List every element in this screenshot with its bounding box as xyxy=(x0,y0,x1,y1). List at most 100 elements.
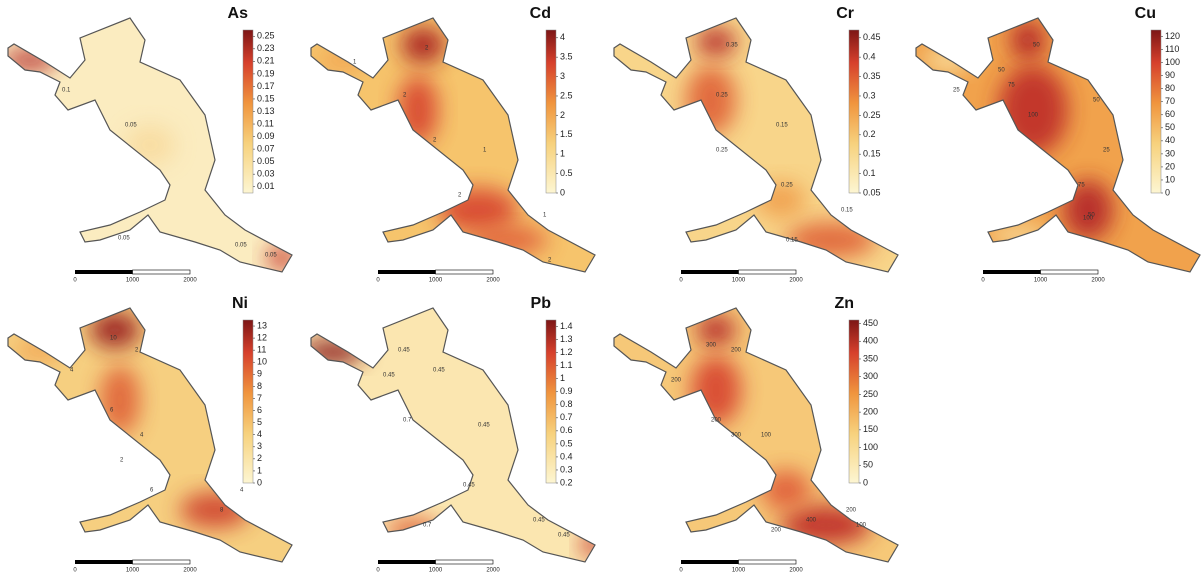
contour-label: 50 xyxy=(1033,43,1040,49)
colorbar-tick-label: 0.7 xyxy=(560,412,573,422)
colorbar-tick-label: 0.2 xyxy=(560,477,573,487)
scale-bar-white xyxy=(435,559,494,565)
colorbar-tick-label: 1 xyxy=(560,149,565,159)
contour-label: 0.7 xyxy=(403,418,412,424)
contour-label: 0.1 xyxy=(62,88,71,94)
colorbar-tick-label: 3 xyxy=(560,71,565,81)
scale-bar-label: 0 xyxy=(73,278,77,284)
colorbar-tick-label: 0.4 xyxy=(863,52,876,62)
colorbar-tick-label: 0.2 xyxy=(863,129,876,139)
colorbar-tick-label: 0.11 xyxy=(257,118,274,128)
colorbar-tick-label: 6 xyxy=(257,405,262,415)
hotspot xyxy=(401,27,445,63)
scale-bar-label: 0 xyxy=(679,278,683,284)
scale-bar-label: 2000 xyxy=(486,278,500,284)
colorbar-tick-label: 300 xyxy=(863,371,878,381)
scale-bar-label: 0 xyxy=(376,568,380,574)
hotspot xyxy=(696,315,736,345)
colorbar-tick-label: 0 xyxy=(560,187,565,197)
contour-label: 100 xyxy=(1028,113,1039,119)
map-outline xyxy=(310,307,596,563)
contour-label: 0.25 xyxy=(716,93,728,99)
contour-label: 0.25 xyxy=(716,148,728,154)
panel-title: Cr xyxy=(836,5,854,22)
scale-bar-white xyxy=(738,269,797,275)
scale-bar-white xyxy=(435,269,494,275)
colorbar-tick-label: 0.25 xyxy=(863,110,881,120)
contour-label: 2 xyxy=(433,138,437,144)
colorbar-tick-label: 30 xyxy=(1165,148,1175,158)
colorbar-tick-label: 0 xyxy=(1165,187,1170,197)
contour-label: 300 xyxy=(706,343,717,349)
contour-label: 200 xyxy=(711,418,722,424)
contour-label: 4 xyxy=(240,488,244,494)
hotspot xyxy=(581,533,595,557)
colorbar-tick-label: 150 xyxy=(863,424,878,434)
map-fill xyxy=(614,308,898,562)
contour-label: 0.05 xyxy=(125,123,137,129)
contour-label: 50 xyxy=(998,68,1005,74)
colorbar-tick-label: 13 xyxy=(257,320,267,330)
map-panel: 0.35 0.25 0.15 0.25 0.25 0.15 0.15 0.05 0.1 0.15 0… xyxy=(613,5,899,284)
map-outline xyxy=(7,307,293,563)
contour-label: 2 xyxy=(120,458,124,464)
hotspot xyxy=(686,65,736,135)
colorbar-tick-label: 0.6 xyxy=(560,425,573,435)
scale-bar-label: 1000 xyxy=(732,278,746,284)
hotspot xyxy=(385,518,441,542)
hotspot xyxy=(100,365,140,435)
scale-bar-white xyxy=(132,269,191,275)
colorbar-tick-label: 110 xyxy=(1165,44,1179,54)
colorbar-tick-label: 0.15 xyxy=(257,93,275,103)
colorbar xyxy=(545,319,557,484)
colorbar-tick-label: 50 xyxy=(1165,122,1175,132)
colorbar-tick-label: 0 xyxy=(257,477,262,487)
colorbar-tick-label: 1.4 xyxy=(560,321,573,331)
contour-label: 6 xyxy=(110,408,114,414)
contour-label: 200 xyxy=(771,528,782,534)
contour-label: 200 xyxy=(671,378,682,384)
colorbar-tick-label: 10 xyxy=(1165,174,1175,184)
colorbar-tick-label: 60 xyxy=(1165,109,1175,119)
scale-bar-label: 0 xyxy=(376,278,380,284)
scale-bar-black xyxy=(983,270,1041,274)
colorbar-tick-label: 2 xyxy=(560,110,565,120)
hotspot xyxy=(90,312,140,348)
hotspot xyxy=(691,355,741,425)
contour-label: 2 xyxy=(458,193,462,199)
map-outline xyxy=(613,17,899,273)
hotspot xyxy=(468,226,548,254)
hotspot xyxy=(1010,20,1046,60)
panel-title: Ni xyxy=(232,295,248,312)
colorbar-tick-label: 4 xyxy=(257,429,262,439)
panel-title: Cd xyxy=(530,5,551,22)
scale-bar-label: 2000 xyxy=(183,568,197,574)
colorbar-tick-label: 4 xyxy=(560,32,565,42)
colorbar-tick-label: 3.5 xyxy=(560,52,573,62)
contour-label: 100 xyxy=(761,433,772,439)
colorbar-tick-label: 1.2 xyxy=(560,347,573,357)
hotspot xyxy=(180,492,250,528)
scale-bar-black xyxy=(681,560,739,564)
colorbar-tick-label: 0.9 xyxy=(560,386,573,396)
colorbar-tick-label: 7 xyxy=(257,393,262,403)
colorbar-tick-label: 0.4 xyxy=(560,451,573,461)
contour-label: 2 xyxy=(135,348,139,354)
hotspot xyxy=(696,28,736,56)
colorbar xyxy=(1150,29,1162,194)
scale-bar-label: 1000 xyxy=(429,278,443,284)
colorbar-tick-label: 0.19 xyxy=(257,68,275,78)
contour-label: 8 xyxy=(220,508,224,514)
colorbar-tick-label: 0.8 xyxy=(560,399,573,409)
colorbar-tick-label: 250 xyxy=(863,389,878,399)
contour-label: 2 xyxy=(548,258,552,264)
colorbar-tick-label: 0.01 xyxy=(257,181,275,191)
colorbar-tick-label: 0.25 xyxy=(257,31,275,41)
hotspot xyxy=(1063,180,1113,240)
colorbar-tick-label: 80 xyxy=(1165,83,1175,93)
map-outline xyxy=(7,17,293,273)
scale-bar-label: 1000 xyxy=(126,568,140,574)
map-panel: 2 1 2 2 1 2 1 2 0 0.5 1 1.5 2 2.5 3 3.5 4 Cd 0 1000 2000 xyxy=(310,5,596,284)
scale-bar-black xyxy=(378,560,436,564)
